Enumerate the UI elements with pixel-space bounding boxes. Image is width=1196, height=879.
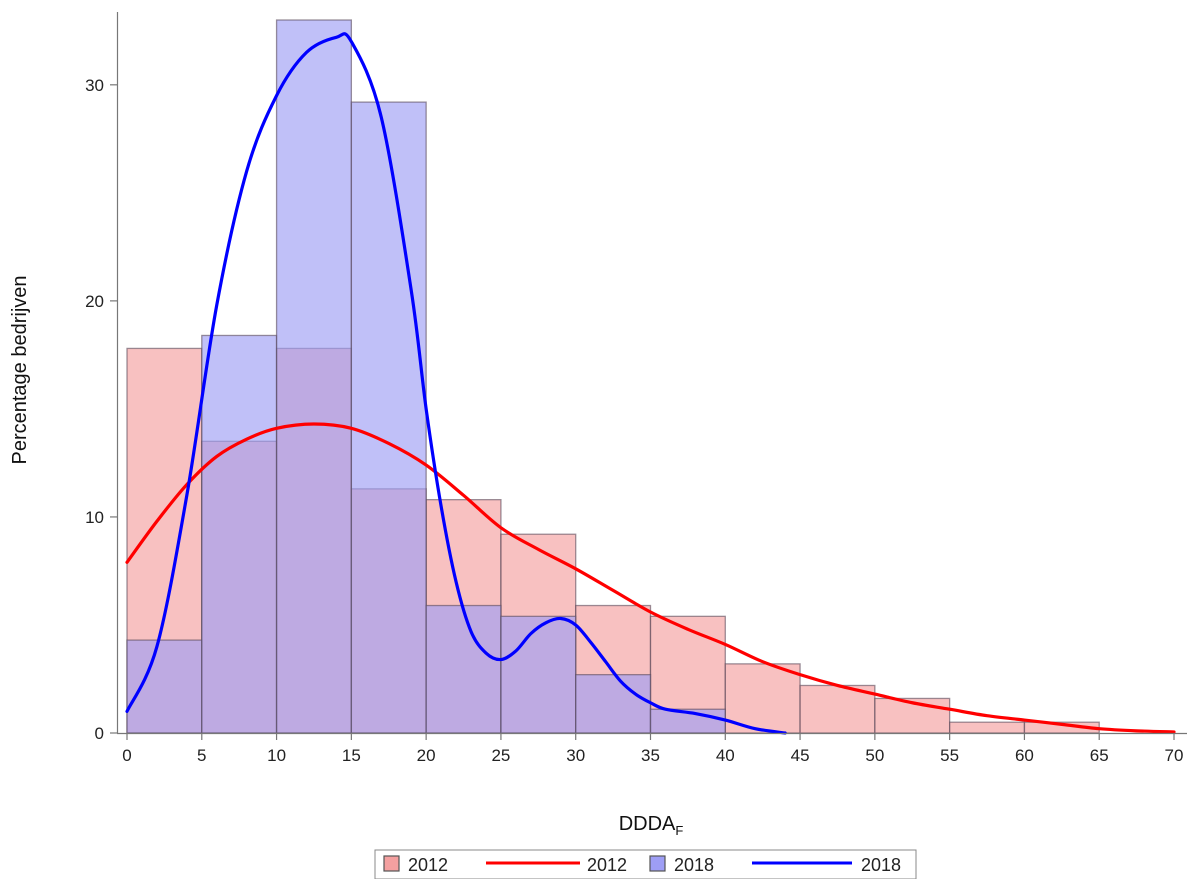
x-tick-label: 45 <box>791 746 810 765</box>
bar-2018-bin-15 <box>350 101 427 734</box>
y-tick-label: 30 <box>85 76 104 95</box>
y-axis-ticks: 0 10 20 30 <box>85 76 117 743</box>
x-tick-label: 15 <box>342 746 361 765</box>
x-axis-title-main: DDDA <box>619 813 676 835</box>
x-tick-label: 70 <box>1165 746 1184 765</box>
x-tick-label: 30 <box>566 746 585 765</box>
x-axis-title-subscript: F <box>675 823 683 838</box>
x-tick-label: 0 <box>122 746 131 765</box>
bar-2018-bin-20 <box>425 604 502 734</box>
bar-2018-bin-0 <box>126 639 203 734</box>
x-tick-label: 20 <box>417 746 436 765</box>
density-curve-2018 <box>125 32 787 735</box>
bar-2012-bin-45 <box>799 684 876 734</box>
bar-2018-bin-30 <box>575 674 652 734</box>
bar-2018-bin-5 <box>201 334 278 734</box>
legend-label-2012-histogram: 2012 <box>408 855 448 875</box>
x-tick-label: 60 <box>1015 746 1034 765</box>
density-curve-2012 <box>125 422 1176 734</box>
x-tick-label: 40 <box>716 746 735 765</box>
x-tick-label: 25 <box>491 746 510 765</box>
x-tick-label: 35 <box>641 746 660 765</box>
x-axis-title: DDDAF <box>619 813 684 838</box>
density-curves <box>125 32 1176 735</box>
x-tick-label: 10 <box>267 746 286 765</box>
x-tick-label: 5 <box>197 746 206 765</box>
y-tick-label: 10 <box>85 508 104 527</box>
legend-label-2018-curve: 2018 <box>861 855 901 875</box>
x-tick-label: 65 <box>1090 746 1109 765</box>
bar-2018-bin-10 <box>275 19 353 734</box>
legend-label-2012-curve: 2012 <box>587 855 627 875</box>
legend-label-2018-histogram: 2018 <box>674 855 714 875</box>
x-tick-label: 50 <box>865 746 884 765</box>
legend-swatch-2012-histogram <box>383 855 400 872</box>
legend: 2012 2012 2018 2018 <box>374 849 917 879</box>
x-tick-label: 55 <box>940 746 959 765</box>
y-axis-title: Percentage bedrijven <box>9 275 31 464</box>
bar-2012-bin-55 <box>948 721 1026 734</box>
y-tick-label: 0 <box>95 724 104 743</box>
x-axis-ticks: 0 5 10 15 20 25 30 35 40 45 50 55 60 65 70 <box>122 733 1183 765</box>
histogram-bars <box>126 19 1100 734</box>
legend-swatch-2018-histogram <box>649 855 666 872</box>
axes <box>116 12 1187 735</box>
y-tick-label: 20 <box>85 292 104 311</box>
bar-2018-bin-25 <box>500 615 577 734</box>
